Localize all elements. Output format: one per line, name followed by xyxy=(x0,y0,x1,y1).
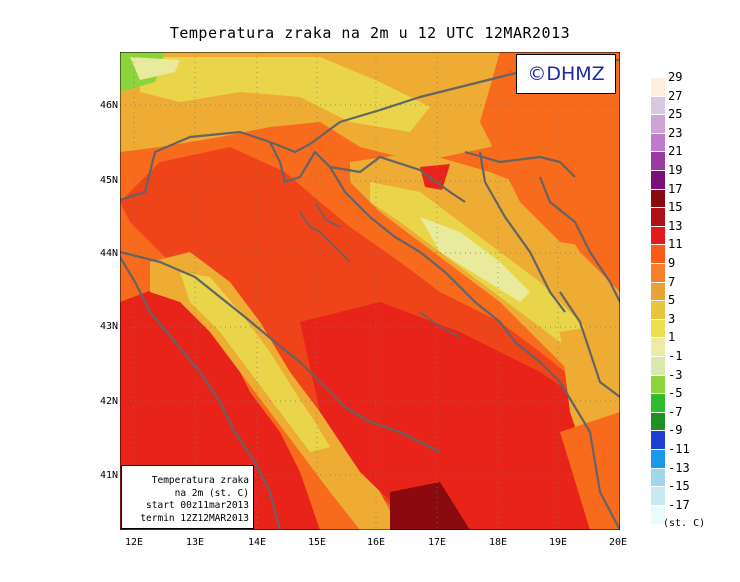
legend-swatch xyxy=(651,356,665,375)
info-line-3: start 00z11mar2013 xyxy=(146,500,249,511)
legend-value: 11 xyxy=(668,237,683,252)
legend-swatch xyxy=(651,95,665,115)
legend-value: -1 xyxy=(668,349,683,363)
lon-label-17e: 17E xyxy=(427,537,447,548)
legend-value: 19 xyxy=(668,163,683,177)
legend-value: 25 xyxy=(668,107,683,122)
legend-swatch xyxy=(651,300,665,320)
dhmz-logo: ©DHMZ xyxy=(516,54,616,94)
info-line-4: termin 12Z12MAR2013 xyxy=(140,512,249,524)
temperature-map xyxy=(120,52,620,530)
legend-value: 5 xyxy=(668,293,676,308)
legend-swatch xyxy=(651,337,665,357)
legend-swatch xyxy=(651,430,665,450)
coastlines xyxy=(120,58,620,530)
legend-value: 21 xyxy=(668,144,683,159)
lon-label-19e: 19E xyxy=(548,537,568,548)
legend-value: -15 xyxy=(668,479,690,494)
legend-value: -9 xyxy=(668,423,683,438)
legend-swatch xyxy=(651,77,665,96)
lon-label-20e: 20E xyxy=(608,537,628,548)
lat-label-43n: 43N xyxy=(99,321,118,332)
lat-label-44n: 44N xyxy=(99,248,118,259)
info-box: Temperatura zraka na 2m (st. C) start 00… xyxy=(121,465,254,529)
legend-swatch xyxy=(651,374,665,394)
legend-value: -5 xyxy=(668,386,683,401)
legend-swatch xyxy=(651,244,665,264)
lat-label-41n: 41N xyxy=(99,470,118,481)
legend-swatch xyxy=(651,132,665,152)
graticule xyxy=(120,52,620,530)
legend-swatch xyxy=(651,318,665,338)
alps-cold-region xyxy=(140,57,430,132)
south-hot xyxy=(390,482,470,530)
legend-value: 15 xyxy=(668,200,683,215)
legend-swatch xyxy=(651,207,665,227)
legend-swatch xyxy=(651,504,665,524)
legend-value: 27 xyxy=(668,88,683,103)
lon-label-16e: 16E xyxy=(366,537,386,548)
lat-label-42n: 42N xyxy=(99,396,118,407)
legend-swatch xyxy=(651,263,665,282)
legend-value: 7 xyxy=(668,274,676,289)
lon-label-14e: 14E xyxy=(247,537,267,548)
legend-swatch xyxy=(651,411,665,431)
info-line-1: Temperatura zraka xyxy=(151,475,249,486)
legend-value: 17 xyxy=(668,181,683,196)
legend-value: -13 xyxy=(668,460,690,475)
legend-value: 1 xyxy=(668,330,676,345)
legend-value: -7 xyxy=(668,404,683,419)
apennines-cold xyxy=(180,272,330,452)
alps-cold-patch-2 xyxy=(130,57,180,80)
pannonian-warm xyxy=(480,52,620,252)
lon-label-18e: 18E xyxy=(488,537,508,548)
pannonian-hot xyxy=(420,164,450,190)
legend-value: 29 xyxy=(668,70,683,84)
legend-value: -11 xyxy=(668,442,690,456)
legend-swatch xyxy=(651,188,665,208)
dinarides-coldest xyxy=(420,217,530,302)
legend-swatch xyxy=(651,151,665,171)
info-line-2: na 2m (st. C) xyxy=(174,487,249,499)
legend-swatch xyxy=(651,449,665,468)
lon-label-12e: 12E xyxy=(124,537,144,548)
legend-swatch xyxy=(651,225,665,245)
legend-swatch xyxy=(651,486,665,506)
legend-swatch xyxy=(651,393,665,413)
legend-swatch xyxy=(651,281,665,301)
legend-swatch xyxy=(651,114,665,134)
legend-value: -3 xyxy=(668,367,683,382)
lat-label-46n: 46N xyxy=(99,100,118,111)
legend-value: 9 xyxy=(668,256,676,270)
south-adriatic xyxy=(300,302,620,530)
lat-label-45n: 45N xyxy=(99,175,118,186)
map-title: Temperatura zraka na 2m u 12 UTC 12MAR20… xyxy=(169,24,571,42)
legend-value: -17 xyxy=(668,497,690,512)
lon-label-13e: 13E xyxy=(185,537,205,548)
lon-label-15e: 15E xyxy=(307,537,327,548)
legend-value: 23 xyxy=(668,125,683,140)
legend-value: 3 xyxy=(668,311,676,326)
legend-units: (st. C) xyxy=(663,518,706,529)
legend-value: 13 xyxy=(668,218,683,233)
legend-swatch xyxy=(651,467,665,487)
legend-swatch xyxy=(651,170,665,189)
